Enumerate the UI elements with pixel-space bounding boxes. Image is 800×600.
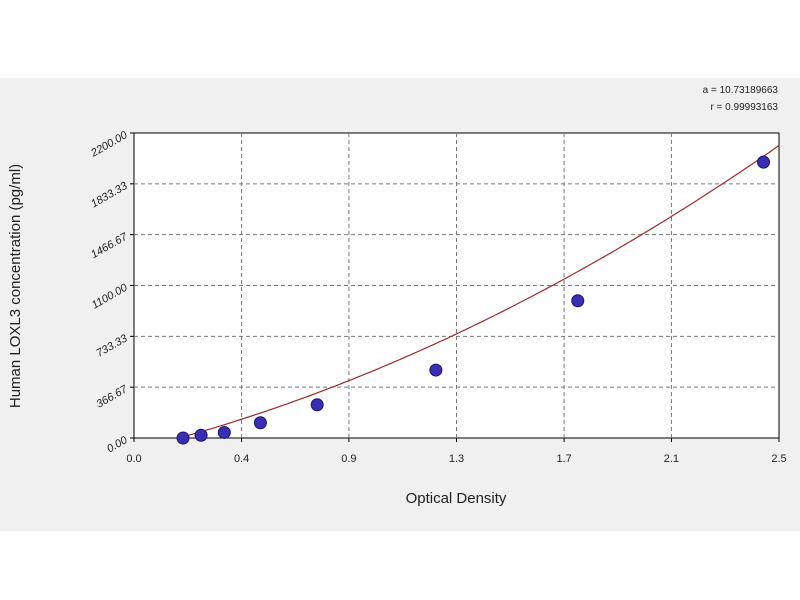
x-axis-title: Optical Density (406, 490, 507, 507)
data-point (253, 416, 267, 430)
x-tick-label: 0.0 (126, 453, 141, 465)
fit-curve-group (176, 144, 779, 438)
x-tick-label: 2.1 (664, 453, 679, 465)
x-tick-label: 1.3 (449, 453, 464, 465)
y-axis-title: Human LOXL3 concentration (pg/ml) (7, 164, 24, 408)
x-tick-label: 2.5 (771, 453, 786, 465)
stat-a: a = 10.73189663 (703, 85, 779, 96)
data-points (176, 155, 771, 445)
x-tick-label: 0.4 (234, 453, 249, 465)
data-point (194, 428, 208, 442)
x-tick-label: 1.7 (556, 453, 571, 465)
data-point (429, 363, 443, 377)
stat-r: r = 0.99993163 (710, 102, 778, 113)
fit-curve (176, 144, 779, 438)
data-point (757, 155, 771, 169)
data-point (571, 294, 585, 308)
grid (134, 133, 779, 438)
x-tick-label: 0.9 (341, 453, 356, 465)
data-point (176, 431, 190, 445)
x-axis-ticks: 0.0 0.4 0.9 1.3 1.7 2.1 2.5 (126, 438, 787, 465)
data-point (310, 398, 324, 412)
data-point (217, 425, 231, 439)
